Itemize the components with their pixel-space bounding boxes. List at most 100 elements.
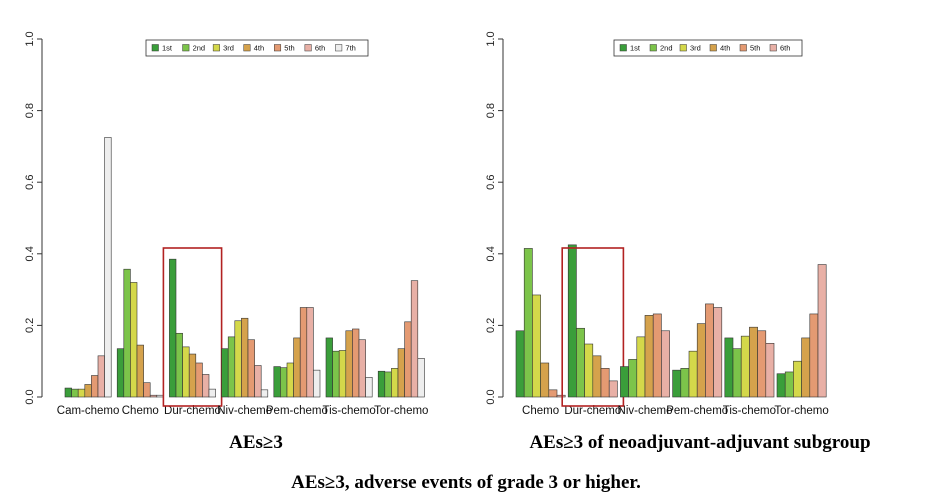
bar-chemo-5th xyxy=(548,389,558,398)
bar-tor-chemo-6th xyxy=(817,264,827,398)
bar-tis-chemo-4th xyxy=(749,326,758,398)
legend-swatch xyxy=(335,44,343,52)
bar-cam-chemo-2nd xyxy=(71,388,79,398)
legend-label: 6th xyxy=(780,44,790,53)
bar-niv-chemo-3rd xyxy=(234,320,242,398)
y-tick-label: 0.4 xyxy=(485,246,497,261)
bar-dur-chemo-5th xyxy=(600,368,610,398)
bar-niv-chemo-2nd xyxy=(628,359,638,398)
panel-aes3-subgroup: 0.0 0.2 0.4 0.6 0.8 1.0 Chemo Dur-chemoNiv-chem… xyxy=(485,31,829,417)
bar-tor-chemo-6th xyxy=(410,280,419,398)
highlight-box xyxy=(561,247,625,407)
y-tick-label: 0.8 xyxy=(24,103,36,118)
bar-chemo-7th xyxy=(156,394,164,398)
bar-tis-chemo-7th xyxy=(365,377,373,398)
category-label: Chemo xyxy=(522,405,559,417)
bar-pem-chemo-1st xyxy=(273,366,281,398)
bar-tor-chemo-4th xyxy=(801,337,811,398)
legend-label: 5th xyxy=(750,44,760,53)
legend-swatch xyxy=(243,44,251,52)
bar-pem-chemo-4th xyxy=(696,323,706,398)
legend: 1st 2nd 3rd 4th 5th 6th 7th xyxy=(145,39,369,57)
bar-tis-chemo-5th xyxy=(352,328,360,398)
legend-swatch xyxy=(769,44,777,52)
y-tick-label: 0.0 xyxy=(485,389,497,404)
legend-swatch xyxy=(304,44,312,52)
bar-tor-chemo-3rd xyxy=(793,360,802,398)
legend-frame xyxy=(145,39,369,57)
bar-tis-chemo-2nd xyxy=(732,348,742,398)
bar-niv-chemo-1st xyxy=(221,348,229,398)
bar-pem-chemo-3rd xyxy=(688,350,698,398)
legend-label: 3rd xyxy=(223,44,234,53)
category-label: Niv-chemo xyxy=(618,405,673,417)
legend-label: 6th xyxy=(315,44,325,53)
legend-label: 2nd xyxy=(193,44,206,53)
bar-pem-chemo-6th xyxy=(306,307,314,398)
bar-niv-chemo-3rd xyxy=(636,336,646,398)
category-label: Cam-chemo xyxy=(57,405,120,417)
legend-swatch xyxy=(182,44,190,52)
legend-label: 7th xyxy=(345,44,355,53)
bar-dur-chemo-1st xyxy=(169,258,177,398)
legend-label: 4th xyxy=(254,44,264,53)
bar-tis-chemo-5th xyxy=(757,330,767,398)
bar-cam-chemo-6th xyxy=(97,355,105,398)
bar-chemo-6th xyxy=(556,394,566,398)
bar-chemo-6th xyxy=(149,394,158,398)
legend-swatch xyxy=(212,44,220,52)
bar-niv-chemo-2nd xyxy=(227,336,236,398)
bar-dur-chemo-3rd xyxy=(584,343,594,398)
category-label: Dur-chemo xyxy=(564,405,621,417)
bar-tis-chemo-6th xyxy=(358,339,366,398)
panel-aes3: 0.0 0.2 0.4 0.6 0.8 1.0 Cam-chemo Chemo Dur-chem… xyxy=(24,31,428,417)
bar-niv-chemo-5th xyxy=(652,313,662,398)
bar-chemo-5th xyxy=(143,382,151,398)
category-label: Tis-chemo xyxy=(723,405,776,417)
bar-cam-chemo-1st xyxy=(64,387,72,398)
bar-cam-chemo-4th xyxy=(84,384,92,398)
highlight-box xyxy=(162,247,223,407)
bar-niv-chemo-6th xyxy=(254,365,262,398)
category-label: Tis-chemo xyxy=(322,405,375,417)
y-tick-label: 0.2 xyxy=(24,318,36,333)
bar-tor-chemo-3rd xyxy=(391,368,399,398)
bar-chemo-3rd xyxy=(130,282,138,398)
bar-dur-chemo-5th xyxy=(195,362,203,398)
y-tick-label: 0.0 xyxy=(24,389,36,404)
legend: 1st 2nd 3rd 4th 5th 6th xyxy=(613,39,803,57)
bar-dur-chemo-1st xyxy=(567,244,577,398)
bar-niv-chemo-4th xyxy=(644,315,654,398)
bar-dur-chemo-6th xyxy=(202,374,210,398)
bar-pem-chemo-1st xyxy=(672,369,682,398)
bar-niv-chemo-7th xyxy=(260,389,269,398)
category-label: Pem-chemo xyxy=(266,405,328,417)
legend-label: 5th xyxy=(284,44,294,53)
bar-pem-chemo-2nd xyxy=(280,367,288,398)
bar-pem-chemo-6th xyxy=(713,307,723,398)
category-label: Tor-chemo xyxy=(774,405,828,417)
bar-tis-chemo-3rd xyxy=(338,350,347,398)
bar-tor-chemo-4th xyxy=(397,348,405,398)
bar-dur-chemo-4th xyxy=(592,355,602,398)
category-label: Pem-chemo xyxy=(666,405,728,417)
bar-tor-chemo-5th xyxy=(809,313,819,398)
bar-pem-chemo-5th xyxy=(705,303,714,398)
category-label: Chemo xyxy=(122,405,159,417)
legend-label: 1st xyxy=(162,44,173,53)
bar-pem-chemo-5th xyxy=(299,307,308,398)
bar-chemo-4th xyxy=(136,344,144,398)
bar-tor-chemo-2nd xyxy=(784,371,794,398)
bar-chemo-3rd xyxy=(532,294,541,398)
bar-chemo-1st xyxy=(116,348,125,398)
bar-niv-chemo-1st xyxy=(620,366,629,398)
legend-label: 4th xyxy=(720,44,730,53)
legend-swatch xyxy=(619,44,627,52)
y-tick-label: 0.6 xyxy=(485,175,497,190)
legend-swatch xyxy=(709,44,717,52)
bar-cam-chemo-3rd xyxy=(77,388,86,398)
bar-chemo-2nd xyxy=(123,268,131,398)
bar-tis-chemo-2nd xyxy=(332,350,340,398)
legend-label: 2nd xyxy=(660,44,673,53)
y-tick-label: 0.8 xyxy=(485,103,497,118)
